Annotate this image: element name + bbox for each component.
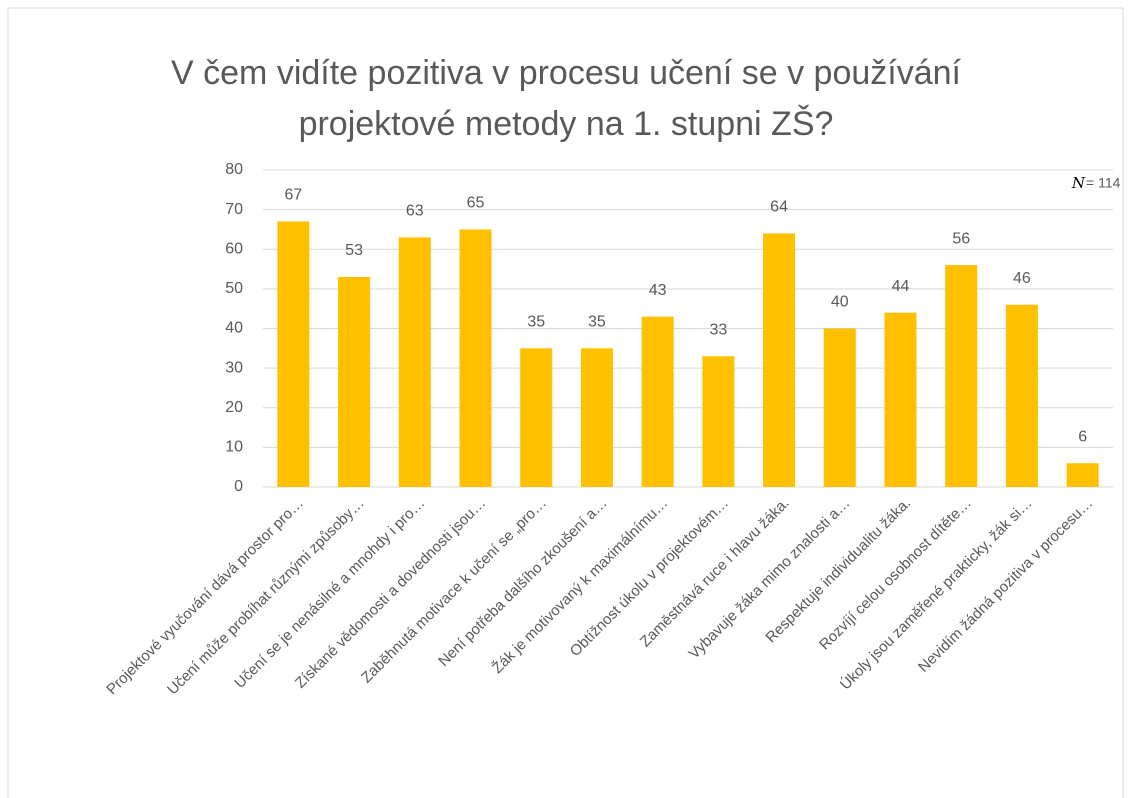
- y-tick-label: 50: [225, 280, 243, 297]
- data-label: 46: [1013, 270, 1031, 287]
- data-label: 53: [345, 242, 363, 259]
- bar: [459, 229, 492, 487]
- data-label: 33: [709, 321, 727, 338]
- chart-frame: [7, 7, 1124, 798]
- chart-title: V čem vidíte pozitiva v procesu učení se…: [171, 54, 962, 92]
- y-tick-label: 0: [234, 478, 243, 495]
- data-label: 35: [527, 314, 545, 331]
- data-label: 35: [588, 314, 606, 331]
- y-tick-label: 10: [225, 439, 243, 456]
- data-label: 6: [1078, 428, 1087, 445]
- bar: [1066, 463, 1099, 487]
- chart-title: projektové metody na 1. stupni ZŠ?: [299, 105, 834, 143]
- data-label: 43: [649, 282, 667, 299]
- data-label: 44: [892, 278, 910, 295]
- bar: [763, 233, 796, 487]
- y-tick-label: 40: [225, 320, 243, 337]
- annotation: = 114: [1086, 175, 1121, 191]
- bar: [277, 221, 310, 487]
- data-label: 67: [284, 187, 302, 204]
- bar: [398, 237, 431, 487]
- y-tick-label: 80: [225, 161, 243, 178]
- bar: [884, 312, 917, 487]
- bar: [338, 276, 371, 487]
- bar: [1005, 304, 1038, 487]
- y-tick-label: 60: [225, 240, 243, 257]
- bar: [520, 348, 553, 487]
- y-tick-label: 30: [225, 359, 243, 376]
- data-label: 63: [406, 203, 424, 220]
- annotation-symbol: N: [1071, 174, 1086, 192]
- y-tick-label: 70: [225, 201, 243, 218]
- bar: [580, 348, 613, 487]
- bar: [823, 328, 856, 487]
- data-label: 40: [831, 294, 849, 311]
- bar: [945, 265, 978, 487]
- data-label: 56: [952, 230, 970, 247]
- data-label: 64: [770, 199, 788, 216]
- data-label: 65: [467, 195, 485, 212]
- bar: [641, 316, 674, 487]
- y-tick-label: 20: [225, 399, 243, 416]
- bar: [702, 356, 735, 487]
